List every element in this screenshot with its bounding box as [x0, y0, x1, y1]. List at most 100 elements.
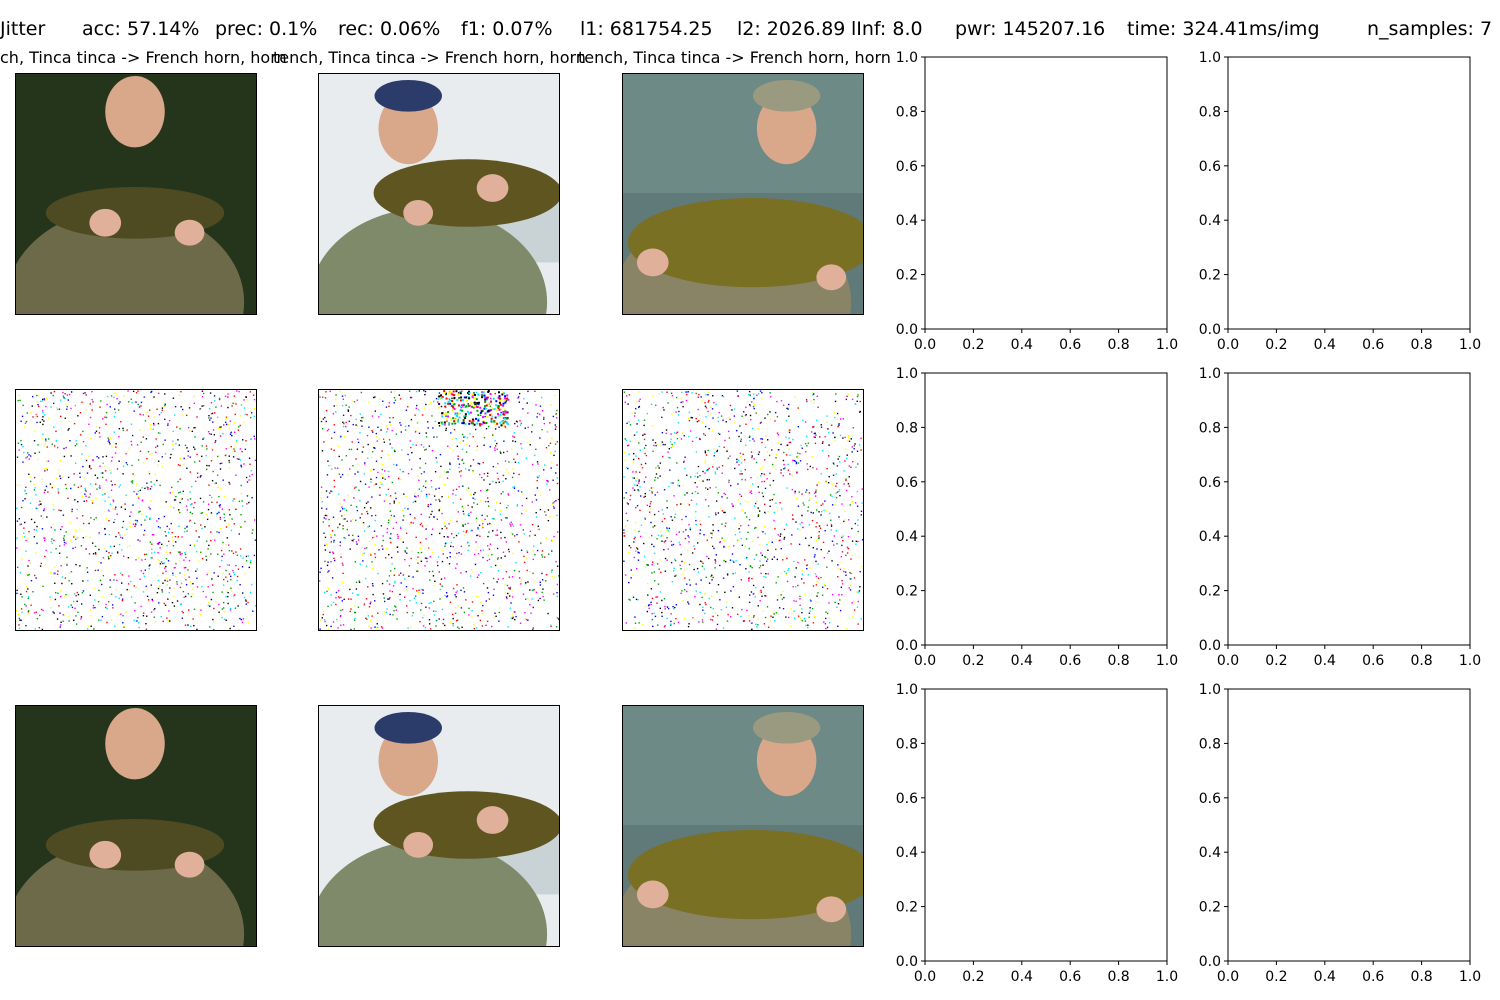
empty-axes-r3-c5: 0.0 0.2 0.4 0.6 0.8 1.0 0.0 0.2 0.4 0.6 0.8 1.0: [1199, 682, 1481, 985]
y-tick-label: 0.4: [896, 845, 918, 861]
x-tick-label: 0.0: [914, 337, 936, 353]
adversarial-image-1: [15, 705, 257, 947]
y-tick-label: 0.8: [1199, 104, 1221, 120]
original-image-3: [622, 73, 864, 315]
x-tick-label: 0.8: [1107, 337, 1129, 353]
x-tick-label: 0.4: [1314, 337, 1336, 353]
x-tick-label: 0.6: [1362, 969, 1384, 985]
original-image-2: [318, 73, 560, 315]
y-tick-label: 0.4: [1199, 213, 1221, 229]
y-tick-label: 0.6: [896, 475, 918, 491]
x-tick-label: 0.6: [1059, 653, 1081, 669]
x-tick-label: 0.8: [1107, 653, 1129, 669]
axes-frame: [1227, 372, 1471, 646]
caption-col-3: tench, Tinca tinca -> French horn, horn: [578, 48, 891, 67]
y-tick-label: 0.0: [896, 322, 918, 338]
l2-stat: l2: 2026.89: [737, 18, 846, 40]
method-label: Jitter: [0, 18, 46, 40]
caption-col-1: ch, Tinca tinca -> French horn, horn: [0, 48, 287, 67]
l1-stat: l1: 681754.25: [580, 18, 713, 40]
x-tick-label: 0.4: [1011, 653, 1033, 669]
x-tick-label: 0.4: [1011, 337, 1033, 353]
x-tick-label: 0.8: [1107, 969, 1129, 985]
y-tick-label: 1.0: [1199, 366, 1221, 382]
x-tick-label: 1.0: [1459, 653, 1481, 669]
x-tick-label: 1.0: [1459, 337, 1481, 353]
x-tick-label: 0.8: [1410, 653, 1432, 669]
x-tick-label: 0.8: [1410, 969, 1432, 985]
power-stat: pwr: 145207.16: [955, 18, 1106, 40]
y-tick-label: 0.2: [896, 268, 918, 284]
x-tick-label: 0.0: [914, 969, 936, 985]
x-tick-label: 0.4: [1011, 969, 1033, 985]
y-tick-label: 0.2: [1199, 584, 1221, 600]
y-tick-label: 0.0: [1199, 638, 1221, 654]
perturbation-image-3: [622, 389, 864, 631]
y-tick-label: 0.8: [896, 736, 918, 752]
accuracy-stat: acc: 57.14%: [82, 18, 200, 40]
y-tick-label: 0.6: [1199, 159, 1221, 175]
empty-axes-r2-c5: 0.0 0.2 0.4 0.6 0.8 1.0 0.0 0.2 0.4 0.6 0.8 1.0: [1199, 366, 1481, 669]
y-tick-label: 1.0: [1199, 682, 1221, 698]
empty-axes-r2-c4: 0.0 0.2 0.4 0.6 0.8 1.0 0.0 0.2 0.4 0.6 0.8 1.0: [896, 366, 1178, 669]
x-tick-label: 0.2: [1265, 653, 1287, 669]
y-tick-label: 0.8: [896, 104, 918, 120]
x-tick-label: 0.8: [1410, 337, 1432, 353]
empty-axes-r3-c4: 0.0 0.2 0.4 0.6 0.8 1.0 0.0 0.2 0.4 0.6 0.8 1.0: [896, 682, 1178, 985]
x-tick-label: 0.2: [962, 969, 984, 985]
y-tick-label: 0.0: [896, 638, 918, 654]
recall-stat: rec: 0.06%: [338, 18, 441, 40]
x-tick-label: 0.4: [1314, 969, 1336, 985]
n-samples-stat: n_samples: 7: [1367, 18, 1493, 40]
y-tick-label: 0.2: [1199, 268, 1221, 284]
y-tick-label: 0.8: [896, 420, 918, 436]
time-stat: time: 324.41ms/img: [1127, 18, 1320, 40]
x-tick-label: 1.0: [1459, 969, 1481, 985]
x-tick-label: 0.6: [1059, 337, 1081, 353]
y-tick-label: 0.6: [1199, 475, 1221, 491]
axes-frame: [924, 688, 1168, 962]
y-tick-label: 0.6: [896, 791, 918, 807]
y-tick-label: 0.4: [896, 213, 918, 229]
y-tick-label: 0.8: [1199, 736, 1221, 752]
x-tick-label: 0.6: [1362, 653, 1384, 669]
x-tick-label: 0.4: [1314, 653, 1336, 669]
axes-frame: [1227, 688, 1471, 962]
x-tick-label: 0.0: [1217, 969, 1239, 985]
x-tick-label: 0.2: [962, 653, 984, 669]
y-tick-label: 0.6: [1199, 791, 1221, 807]
figure-suptitle: Jitter acc: 57.14% prec: 0.1% rec: 0.06%…: [0, 14, 1492, 44]
y-tick-label: 0.4: [1199, 845, 1221, 861]
y-tick-label: 0.6: [896, 159, 918, 175]
y-tick-label: 1.0: [896, 682, 918, 698]
y-tick-label: 0.2: [896, 900, 918, 916]
y-tick-label: 0.0: [1199, 322, 1221, 338]
y-tick-label: 0.8: [1199, 420, 1221, 436]
axes-frame: [1227, 56, 1471, 330]
original-image-1: [15, 73, 257, 315]
x-tick-label: 0.0: [914, 653, 936, 669]
x-tick-label: 0.0: [1217, 653, 1239, 669]
f1-stat: f1: 0.07%: [461, 18, 553, 40]
y-tick-label: 0.2: [1199, 900, 1221, 916]
y-tick-label: 0.0: [896, 954, 918, 970]
x-tick-label: 0.2: [962, 337, 984, 353]
perturbation-image-1: [15, 389, 257, 631]
caption-col-2: tench, Tinca tinca -> French horn, horn: [273, 48, 586, 67]
y-tick-label: 0.4: [1199, 529, 1221, 545]
x-tick-label: 1.0: [1156, 653, 1178, 669]
adversarial-image-3: [622, 705, 864, 947]
x-tick-label: 0.2: [1265, 337, 1287, 353]
x-tick-label: 1.0: [1156, 337, 1178, 353]
precision-stat: prec: 0.1%: [215, 18, 318, 40]
x-tick-label: 0.6: [1059, 969, 1081, 985]
x-tick-label: 0.2: [1265, 969, 1287, 985]
axes-frame: [924, 56, 1168, 330]
empty-axes-r1-c5: 0.0 0.2 0.4 0.6 0.8 1.0 0.0 0.2 0.4 0.6 0.8 1.0: [1199, 50, 1481, 353]
y-tick-label: 1.0: [896, 366, 918, 382]
y-tick-label: 0.2: [896, 584, 918, 600]
axes-frame: [924, 372, 1168, 646]
perturbation-image-2: [318, 389, 560, 631]
empty-axes-r1-c4: 0.0 0.2 0.4 0.6 0.8 1.0 0.0 0.2 0.4 0.6 0.8 1.0: [896, 50, 1178, 353]
linf-stat: lInf: 8.0: [851, 18, 923, 40]
